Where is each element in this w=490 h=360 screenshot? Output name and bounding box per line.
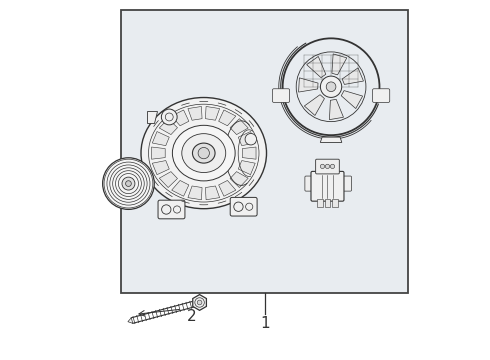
FancyBboxPatch shape bbox=[342, 176, 351, 191]
Polygon shape bbox=[238, 161, 255, 175]
Circle shape bbox=[326, 82, 336, 91]
Polygon shape bbox=[159, 172, 177, 188]
Circle shape bbox=[197, 300, 202, 305]
Polygon shape bbox=[342, 68, 364, 84]
Polygon shape bbox=[341, 91, 363, 109]
Polygon shape bbox=[151, 147, 165, 159]
Ellipse shape bbox=[193, 143, 215, 163]
Polygon shape bbox=[230, 172, 248, 188]
Circle shape bbox=[125, 181, 131, 186]
Ellipse shape bbox=[122, 177, 135, 190]
Polygon shape bbox=[329, 99, 343, 120]
Polygon shape bbox=[205, 186, 220, 200]
Polygon shape bbox=[307, 57, 326, 78]
Polygon shape bbox=[152, 161, 169, 175]
FancyBboxPatch shape bbox=[316, 159, 339, 174]
Polygon shape bbox=[128, 318, 133, 323]
Polygon shape bbox=[230, 119, 248, 135]
Polygon shape bbox=[219, 180, 236, 196]
Ellipse shape bbox=[148, 104, 259, 202]
Polygon shape bbox=[172, 180, 189, 196]
Polygon shape bbox=[159, 119, 177, 135]
Ellipse shape bbox=[102, 158, 154, 210]
Ellipse shape bbox=[296, 52, 366, 122]
FancyBboxPatch shape bbox=[158, 200, 185, 219]
FancyBboxPatch shape bbox=[372, 89, 390, 102]
Text: 2: 2 bbox=[186, 309, 196, 324]
Polygon shape bbox=[238, 131, 255, 146]
Polygon shape bbox=[219, 110, 236, 126]
Ellipse shape bbox=[172, 125, 235, 181]
Polygon shape bbox=[205, 107, 220, 120]
Polygon shape bbox=[188, 186, 202, 200]
Ellipse shape bbox=[182, 134, 226, 172]
Polygon shape bbox=[152, 131, 169, 146]
Text: 1: 1 bbox=[260, 316, 270, 331]
Bar bbox=[332, 199, 338, 207]
Circle shape bbox=[198, 148, 209, 159]
Polygon shape bbox=[193, 294, 206, 310]
FancyBboxPatch shape bbox=[305, 176, 315, 191]
Circle shape bbox=[161, 109, 177, 125]
FancyBboxPatch shape bbox=[311, 171, 344, 201]
Ellipse shape bbox=[320, 76, 342, 98]
Circle shape bbox=[330, 164, 335, 168]
Polygon shape bbox=[243, 147, 256, 159]
Polygon shape bbox=[147, 111, 157, 122]
Polygon shape bbox=[298, 78, 318, 92]
Bar bbox=[318, 199, 323, 207]
Polygon shape bbox=[188, 107, 202, 120]
Ellipse shape bbox=[283, 39, 379, 135]
Bar bbox=[122, 10, 408, 293]
Ellipse shape bbox=[141, 98, 267, 209]
Polygon shape bbox=[332, 54, 347, 75]
FancyBboxPatch shape bbox=[272, 89, 290, 102]
Circle shape bbox=[245, 134, 257, 145]
Circle shape bbox=[320, 164, 324, 168]
Bar bbox=[324, 199, 330, 207]
Polygon shape bbox=[304, 95, 324, 116]
Circle shape bbox=[325, 164, 330, 168]
Polygon shape bbox=[320, 137, 342, 143]
FancyBboxPatch shape bbox=[230, 197, 257, 216]
Polygon shape bbox=[172, 110, 189, 126]
